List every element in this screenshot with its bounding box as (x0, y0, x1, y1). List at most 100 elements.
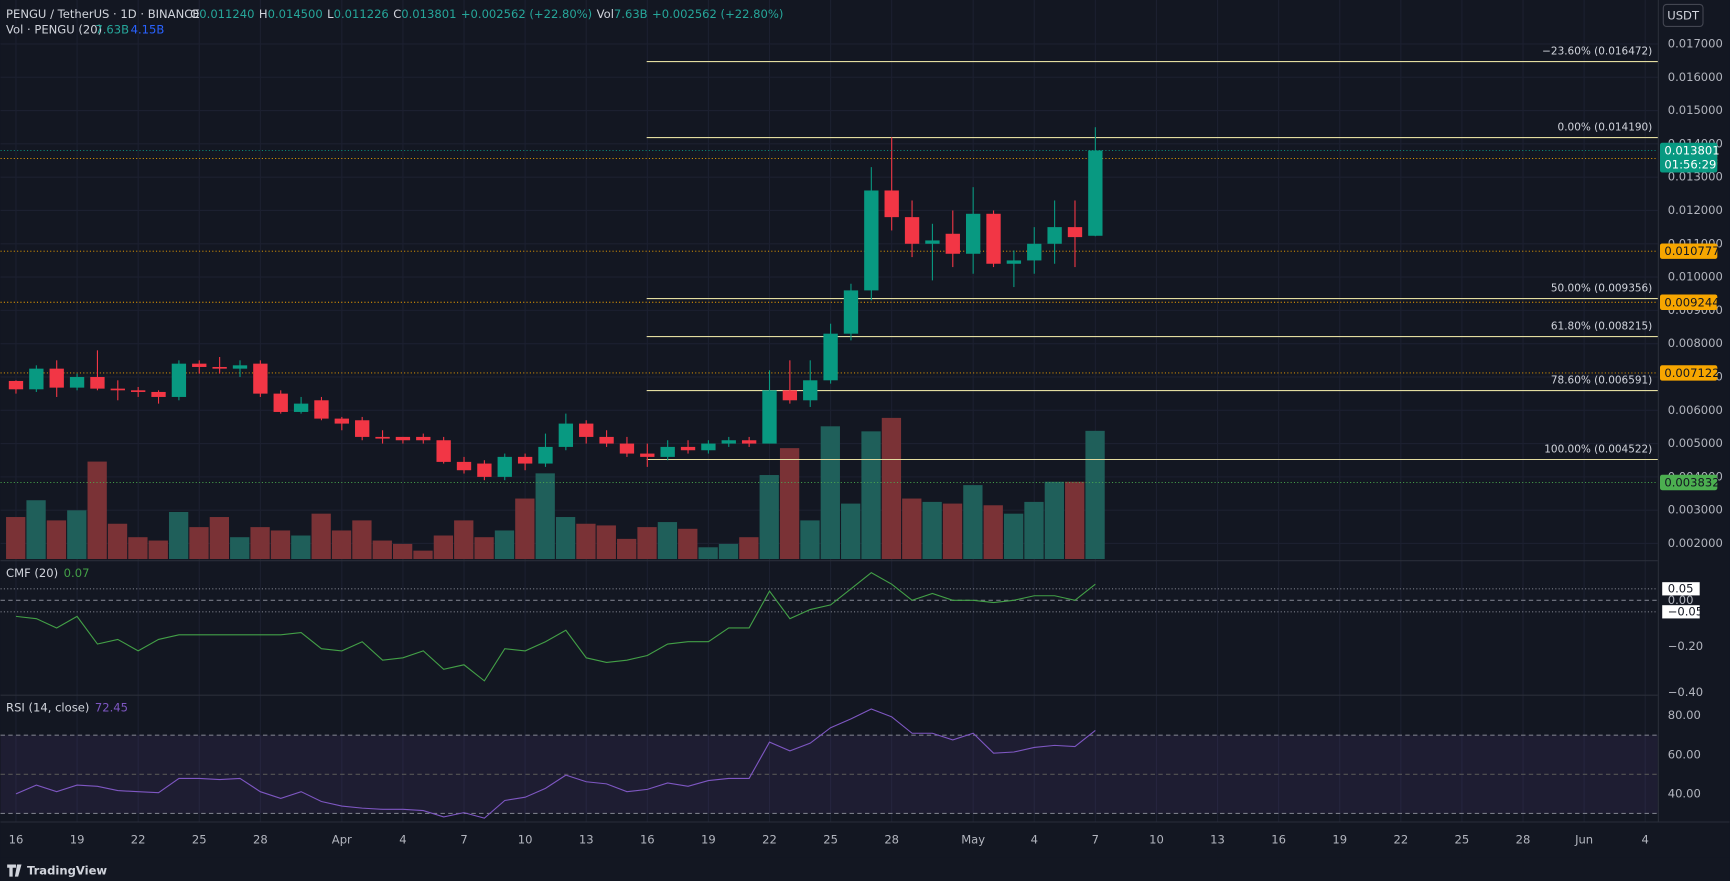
legend-value: 7.63B (614, 7, 648, 21)
candle-body (1067, 227, 1083, 238)
candle-body (497, 456, 512, 477)
volume-bar (46, 520, 67, 560)
indicator-value: 72.45 (95, 700, 128, 714)
volume-bar (1065, 481, 1085, 560)
y-tick-label: 0.003000 (1668, 503, 1723, 517)
x-tick-label: 19 (1332, 833, 1347, 847)
candle-body (29, 368, 44, 390)
legend-value: 0.013801 (401, 7, 456, 21)
volume-bar (555, 517, 576, 560)
candle-body (1088, 150, 1103, 236)
candle-body (864, 190, 879, 291)
candle-body (517, 456, 533, 464)
candle-body (1047, 227, 1062, 244)
brand-logo (7, 864, 22, 877)
x-tick-label: 4 (399, 833, 406, 847)
x-tick-label: 10 (518, 833, 533, 847)
price-badge (1659, 365, 1718, 381)
candle-body (680, 446, 696, 451)
volume-bar (209, 517, 230, 560)
last-price-label: 0.013801 (1664, 144, 1719, 158)
candle-body (945, 233, 960, 254)
x-tick-label: 28 (253, 833, 268, 847)
y-tick-label: 0.008000 (1668, 336, 1723, 350)
candle-body (456, 461, 472, 471)
volume-ma-value: 4.15B (131, 22, 165, 36)
y-tick-label: 0.015000 (1668, 103, 1723, 117)
candle-body (965, 213, 981, 254)
x-tick-label: Jun (1574, 833, 1593, 847)
volume-bar (1003, 513, 1024, 560)
y-tick-label: −0.20 (1668, 639, 1703, 653)
volume-bar (1024, 501, 1044, 560)
y-tick-label: 0.017000 (1668, 36, 1723, 50)
indicator-title: CMF (20) (6, 566, 58, 580)
volume-bar (535, 473, 555, 560)
candle-body (212, 366, 227, 369)
fib-label: 100.00% (0.004522) (1544, 444, 1652, 456)
footer (0, 857, 1730, 881)
candle-body (803, 380, 818, 401)
volume-bar (637, 527, 657, 560)
volume-bar (617, 538, 637, 560)
y-tick-label: −0.40 (1668, 685, 1703, 699)
candle-body (192, 363, 207, 367)
candle-body (925, 240, 940, 244)
candle-body (131, 390, 146, 392)
tick-box (1662, 605, 1700, 619)
y-tick-label: 40.00 (1668, 786, 1701, 800)
candle-body (334, 418, 349, 424)
legend-key: Vol (597, 7, 614, 21)
volume-bar (800, 520, 820, 560)
volume-bar (841, 503, 861, 560)
candle-body (782, 390, 798, 401)
volume-bar (413, 550, 433, 560)
candle-body (660, 446, 675, 457)
legend-value: 0.011240 (199, 7, 254, 21)
volume-bar (657, 522, 678, 560)
legend-value: 0.011226 (334, 7, 389, 21)
fib-label: 0.00% (0.014190) (1558, 122, 1653, 134)
last-price-badge (1659, 142, 1718, 173)
symbol-title: PENGU / TetherUS · 1D · BINANCE (6, 7, 200, 21)
x-tick-label: 16 (640, 833, 655, 847)
indicator-line (15, 572, 1096, 682)
legend-key: L (327, 7, 334, 21)
volume-bar (270, 530, 291, 560)
volume-bar (779, 448, 800, 560)
volume-bar (87, 461, 107, 560)
volume-bar (250, 527, 270, 560)
volume-bar (515, 498, 535, 560)
volume-bar (433, 535, 454, 560)
volume-bar (494, 530, 515, 560)
y-tick-label: 0.05 (1668, 581, 1694, 595)
countdown: 01:56:29 (1664, 157, 1716, 171)
x-tick-label: Apr (332, 833, 352, 847)
volume-bar (372, 540, 392, 560)
candle-body (436, 440, 451, 462)
currency[interactable]: USDT (1667, 8, 1700, 22)
fib-label: 61.80% (0.008215) (1551, 321, 1652, 333)
currency-button[interactable] (1662, 3, 1704, 28)
volume-bar (128, 537, 148, 560)
x-tick-label: 28 (1516, 833, 1531, 847)
volume-bar (922, 501, 942, 560)
y-tick-label: 0.002000 (1668, 536, 1723, 550)
candle-body (375, 436, 390, 439)
volume-bar (107, 523, 128, 560)
x-tick-label: 7 (460, 833, 467, 847)
candle-body (762, 390, 777, 444)
candle-body (355, 420, 370, 437)
x-tick-label: 25 (192, 833, 207, 847)
indicator-value: 0.07 (64, 566, 90, 580)
candle-body (253, 363, 268, 394)
candle-body (904, 217, 920, 244)
volume-bar (963, 485, 983, 560)
candle-body (823, 333, 838, 381)
candle-body (395, 436, 411, 441)
candle-body (49, 368, 64, 388)
candle-body (8, 380, 24, 390)
x-tick-label: 22 (1393, 833, 1408, 847)
brand: TradingView (27, 864, 107, 878)
